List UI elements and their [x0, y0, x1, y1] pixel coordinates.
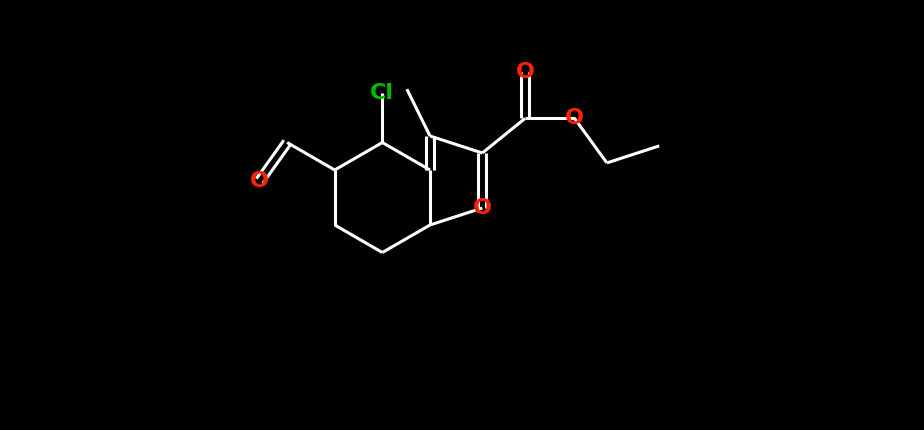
Text: Cl: Cl [371, 83, 395, 103]
Text: O: O [565, 108, 584, 129]
Text: O: O [516, 61, 535, 82]
Text: O: O [250, 171, 269, 191]
Text: O: O [473, 198, 492, 218]
